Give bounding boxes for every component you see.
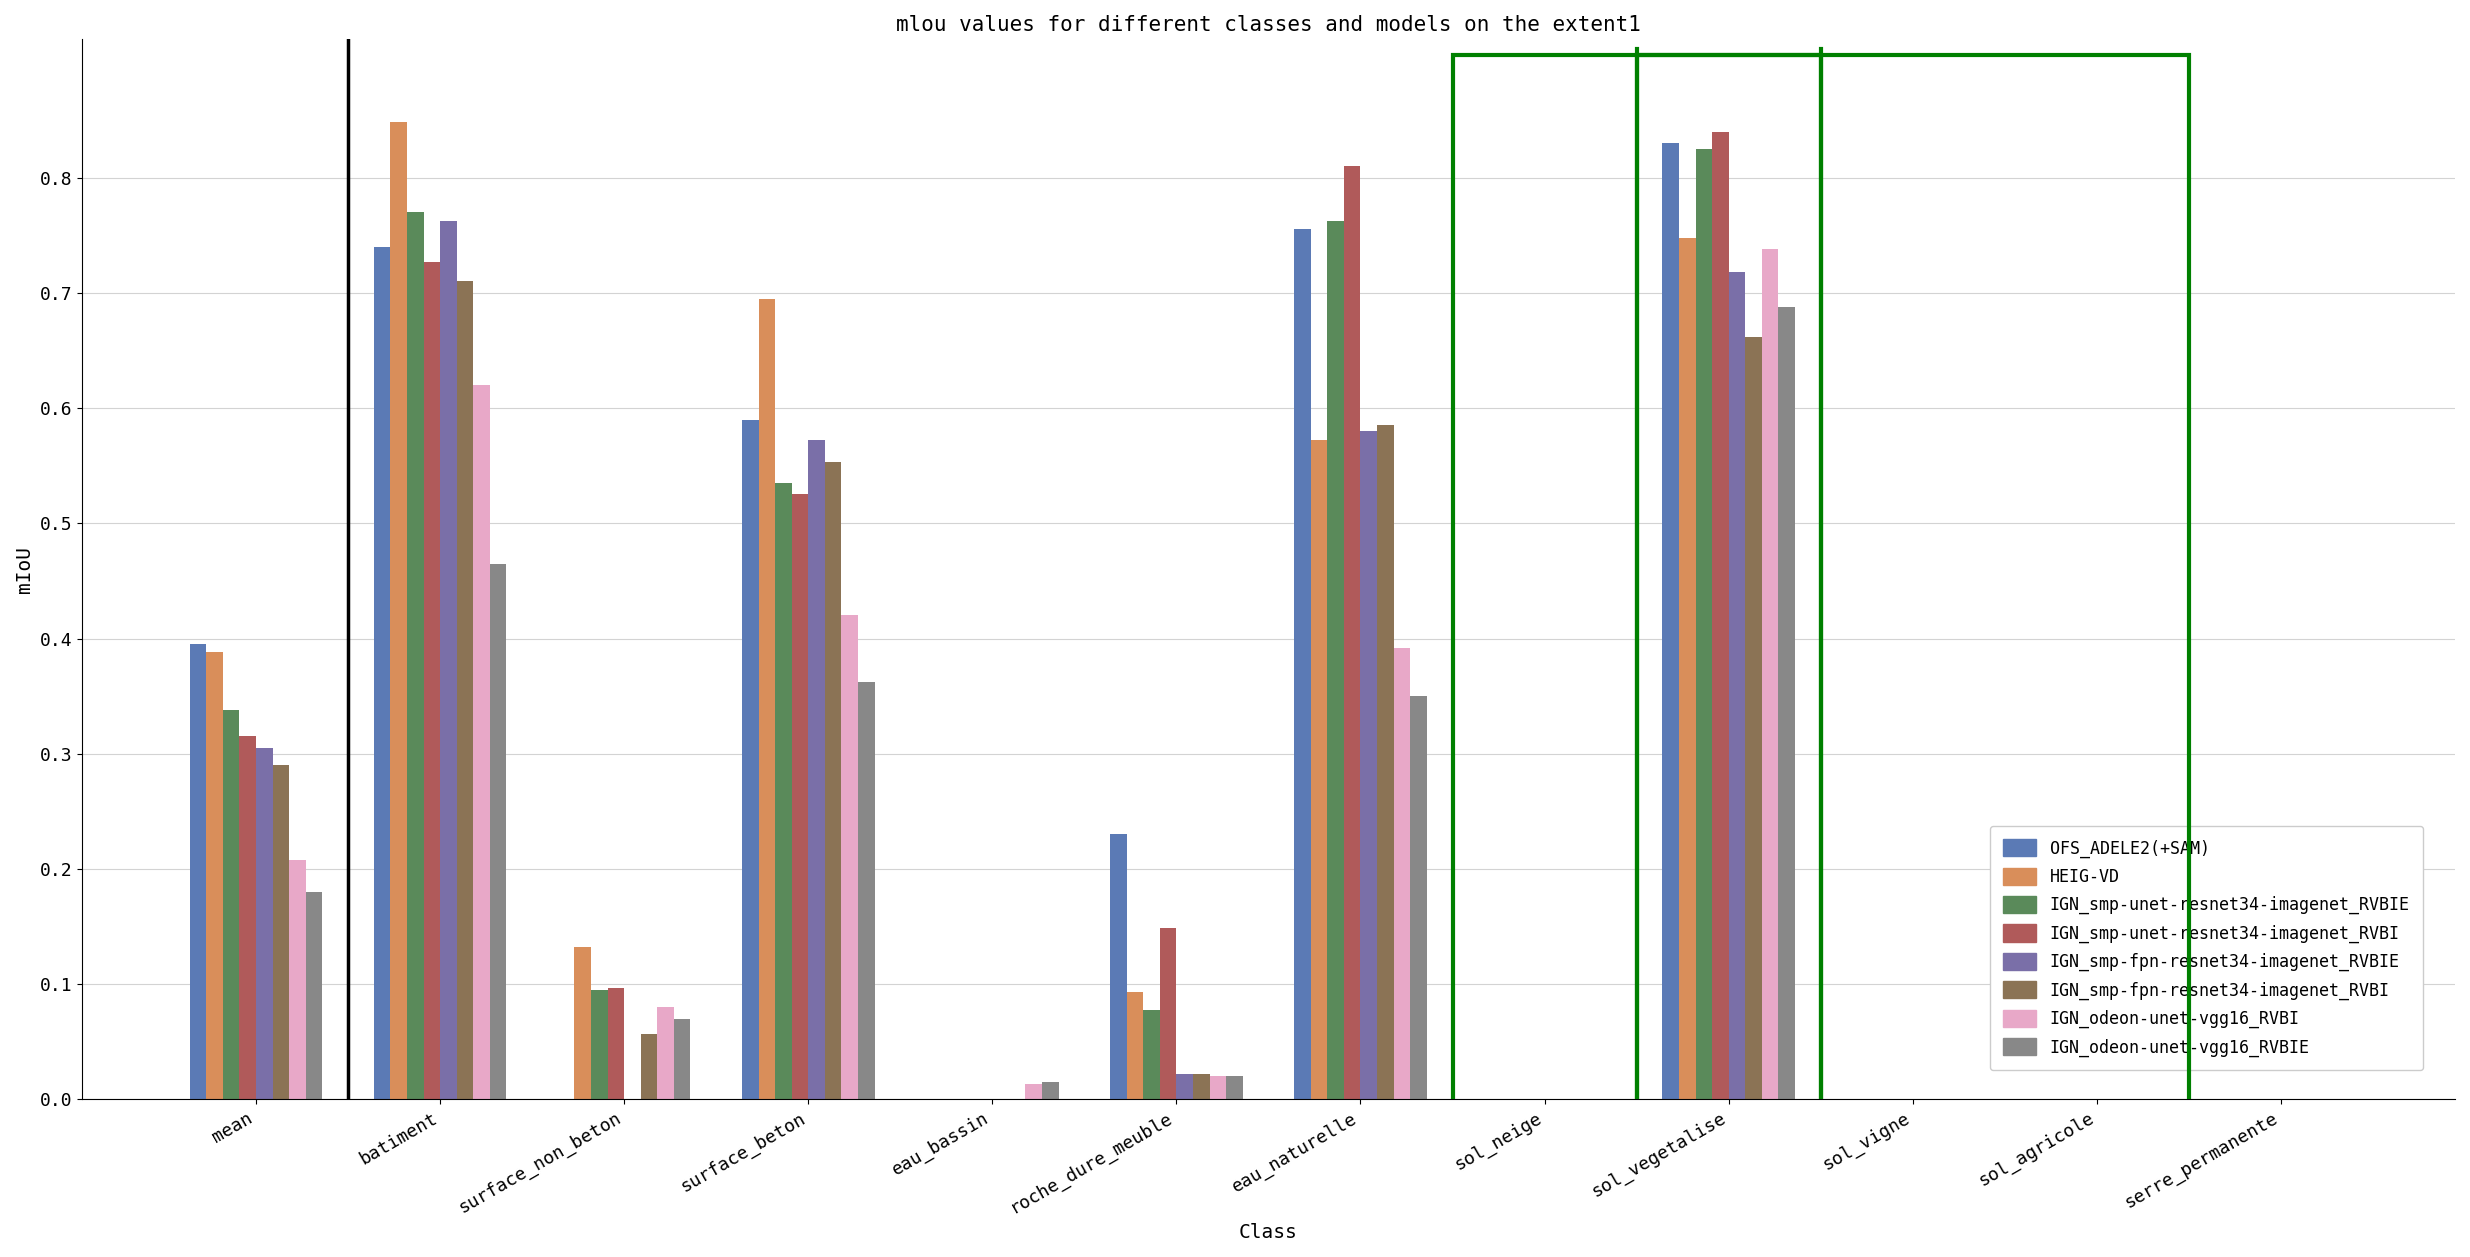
- Bar: [1312, 440, 1326, 1100]
- Bar: [457, 282, 474, 1100]
- Legend: OFS_ADELE2(+SAM), HEIG-VD, IGN_smp-unet-resnet34-imagenet_RVBIE, IGN_smp-unet-re: OFS_ADELE2(+SAM), HEIG-VD, IGN_smp-unet-…: [1991, 826, 2423, 1070]
- Bar: [1393, 647, 1410, 1100]
- Bar: [776, 483, 793, 1100]
- Bar: [758, 299, 776, 1100]
- Bar: [207, 652, 222, 1100]
- Bar: [1210, 1076, 1225, 1100]
- Bar: [306, 892, 321, 1100]
- Bar: [240, 737, 257, 1100]
- Bar: [793, 494, 808, 1100]
- Bar: [1680, 238, 1694, 1100]
- Bar: [408, 212, 422, 1100]
- Bar: [422, 261, 440, 1100]
- Bar: [640, 1033, 657, 1100]
- Bar: [1126, 992, 1144, 1100]
- Title: mlou values for different classes and models on the extent1: mlou values for different classes and mo…: [897, 15, 1640, 35]
- Bar: [289, 860, 306, 1100]
- Bar: [257, 748, 272, 1100]
- Bar: [590, 991, 608, 1100]
- Bar: [1326, 221, 1344, 1100]
- Bar: [1761, 249, 1778, 1100]
- Bar: [373, 246, 390, 1100]
- Bar: [440, 221, 457, 1100]
- Bar: [1025, 1085, 1042, 1100]
- Bar: [1042, 1082, 1060, 1100]
- Bar: [1378, 425, 1393, 1100]
- Bar: [1662, 143, 1680, 1100]
- Bar: [1161, 928, 1176, 1100]
- Bar: [1294, 230, 1312, 1100]
- X-axis label: Class: Class: [1240, 1223, 1297, 1242]
- Bar: [190, 645, 207, 1100]
- Bar: [1193, 1075, 1210, 1100]
- Bar: [390, 122, 408, 1100]
- Bar: [1694, 148, 1712, 1100]
- Bar: [576, 948, 590, 1100]
- Bar: [489, 563, 506, 1100]
- Bar: [272, 766, 289, 1100]
- Bar: [857, 683, 874, 1100]
- Bar: [1712, 132, 1729, 1100]
- Bar: [474, 385, 489, 1100]
- Bar: [1344, 166, 1361, 1100]
- Bar: [222, 710, 240, 1100]
- Bar: [674, 1019, 692, 1100]
- Bar: [1746, 337, 1761, 1100]
- Bar: [1176, 1075, 1193, 1100]
- Bar: [1778, 307, 1796, 1100]
- Bar: [1410, 696, 1428, 1100]
- Bar: [1361, 431, 1378, 1100]
- Bar: [1225, 1076, 1242, 1100]
- Bar: [741, 420, 758, 1100]
- Bar: [808, 440, 825, 1100]
- Bar: [842, 616, 857, 1100]
- Bar: [825, 463, 842, 1100]
- Bar: [1109, 835, 1126, 1100]
- Bar: [1144, 1009, 1161, 1100]
- Bar: [608, 988, 625, 1100]
- Bar: [657, 1007, 674, 1100]
- Y-axis label: mIoU: mIoU: [15, 546, 35, 593]
- Bar: [1729, 272, 1746, 1100]
